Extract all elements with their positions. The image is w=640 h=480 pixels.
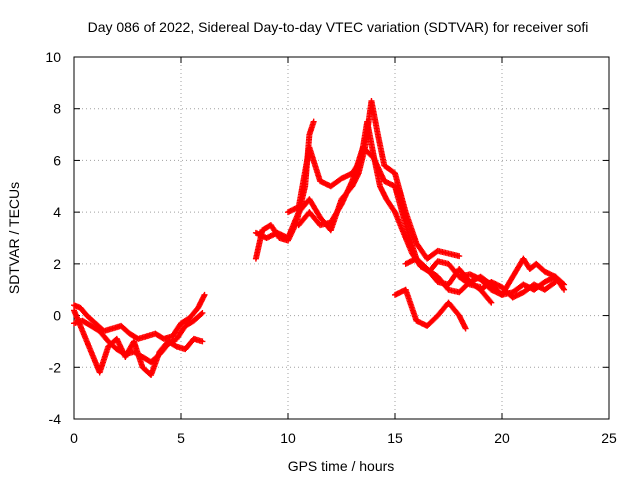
- series-arc1: [71, 291, 208, 342]
- data-point: [199, 309, 206, 316]
- y-tick-label: 10: [45, 49, 61, 65]
- data-point-interp: [487, 298, 494, 305]
- data-point: [462, 325, 469, 332]
- data-point: [488, 299, 495, 306]
- data-point: [199, 338, 206, 345]
- y-axis-label: SDTVAR / TECUs: [6, 182, 22, 294]
- x-tick-label: 20: [494, 430, 510, 446]
- data-point-interp: [551, 279, 558, 286]
- chart-title: Day 086 of 2022, Sidereal Day-to-day VTE…: [88, 19, 589, 35]
- series-arc3: [71, 307, 206, 379]
- x-tick-label: 5: [177, 430, 185, 446]
- y-tick-label: -2: [49, 359, 62, 375]
- data-point: [310, 118, 317, 125]
- series-arc4: [252, 118, 317, 262]
- x-axis-label: GPS time / hours: [288, 458, 395, 474]
- y-tick-label: 8: [53, 101, 61, 117]
- y-tick-label: 2: [53, 256, 61, 272]
- y-tick-label: 4: [53, 204, 61, 220]
- x-tick-label: 0: [70, 430, 78, 446]
- axis-ticks: 0 5 10 15 20 25 -4 -2 0 2 4 6 8 10: [45, 49, 617, 446]
- x-tick-label: 10: [280, 430, 296, 446]
- series-arc11: [477, 278, 559, 301]
- data-points: [71, 97, 568, 379]
- data-point-interp: [560, 285, 567, 292]
- x-tick-label: 15: [387, 430, 403, 446]
- y-tick-label: 6: [53, 152, 61, 168]
- data-point-interp: [198, 310, 205, 317]
- data-point: [456, 253, 463, 260]
- x-tick-label: 25: [601, 430, 617, 446]
- data-point: [552, 278, 559, 285]
- y-tick-label: 0: [53, 308, 61, 324]
- y-tick-label: -4: [49, 411, 62, 427]
- data-point: [561, 286, 568, 293]
- series-arc5: [252, 97, 463, 262]
- data-point: [201, 291, 208, 298]
- plot-frame: [73, 56, 610, 420]
- series-arc8: [392, 286, 469, 332]
